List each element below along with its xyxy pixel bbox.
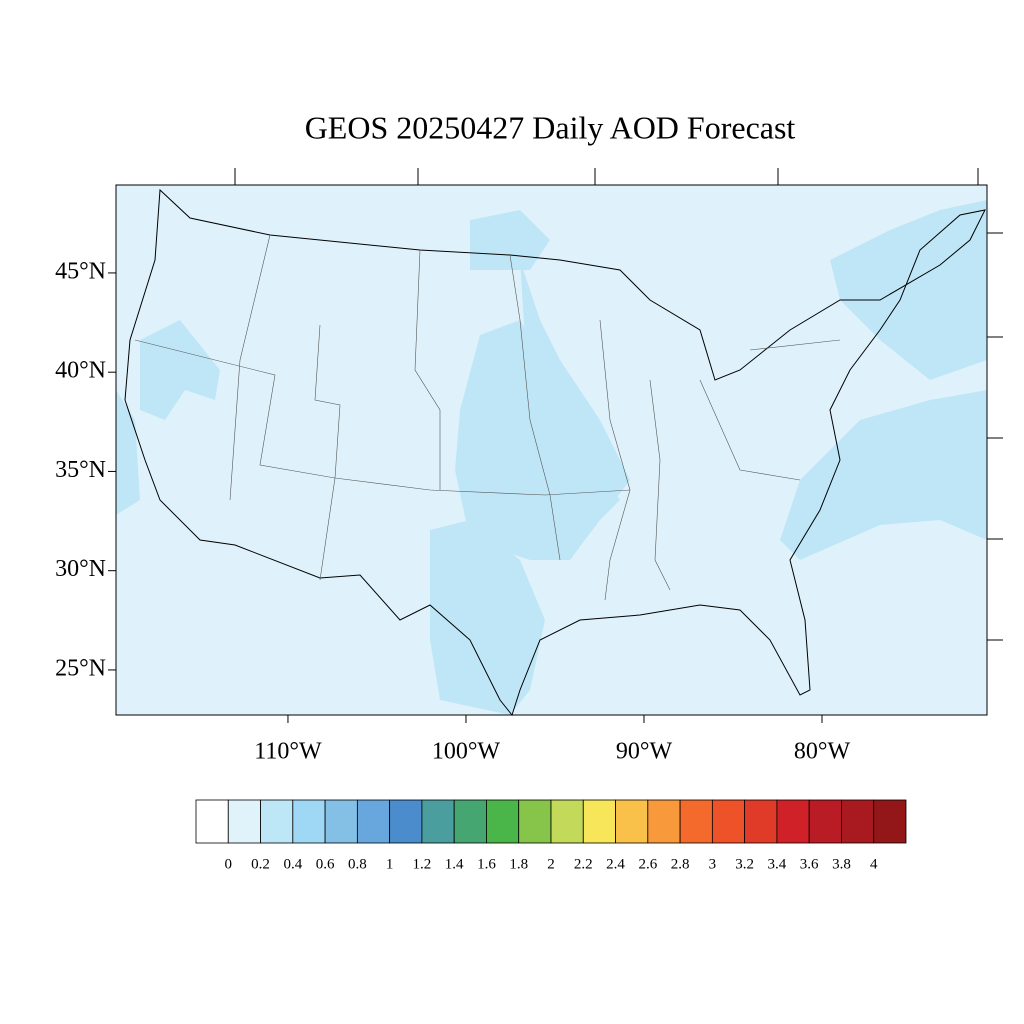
lon-tick-label: 80°W xyxy=(794,739,851,765)
colorbar-box xyxy=(550,799,584,844)
coastline xyxy=(124,188,986,717)
colorbar-label: 4 xyxy=(870,856,878,872)
colorbar-box xyxy=(486,799,520,844)
colorbar-box xyxy=(292,799,326,844)
lat-tick-label: 30°N xyxy=(55,556,106,582)
colorbar-label: 0.6 xyxy=(316,856,335,872)
colorbar-label: 1 xyxy=(386,856,394,872)
lat-tick-label: 35°N xyxy=(55,457,106,483)
colorbar-label: 3.4 xyxy=(768,856,787,872)
colorbar-label: 1.8 xyxy=(509,856,528,872)
colorbar-box xyxy=(227,799,261,844)
colorbar-box xyxy=(260,799,294,844)
colorbar-box xyxy=(776,799,810,844)
lat-tick-label: 25°N xyxy=(55,655,106,681)
lat-tick-label: 45°N xyxy=(55,258,106,284)
colorbar-label: 3.2 xyxy=(735,856,754,872)
colorbar-box xyxy=(744,799,778,844)
frame-ticks xyxy=(234,168,1003,641)
colorbar-box xyxy=(356,799,391,844)
map-panel xyxy=(115,168,1003,717)
map-title: GEOS 20250427 Daily AOD Forecast xyxy=(305,109,796,145)
colorbar-box xyxy=(679,799,713,844)
colorbar-label: 2.4 xyxy=(606,856,625,872)
colorbar-label: 1.6 xyxy=(477,856,496,872)
colorbar-box xyxy=(873,799,907,844)
colorbar-label: 3.8 xyxy=(832,856,851,872)
lon-tick-label: 90°W xyxy=(616,739,673,765)
map-frame xyxy=(115,184,988,716)
colorbar-label: 2.6 xyxy=(638,856,657,872)
colorbar-box xyxy=(841,799,875,844)
colorbar-label: 0.8 xyxy=(348,856,367,872)
colorbar-label: 2.2 xyxy=(574,856,593,872)
colorbar-box xyxy=(389,799,423,844)
lat-tick-label: 40°N xyxy=(55,358,106,384)
aod-shading xyxy=(116,200,987,715)
lon-tick-label: 110°W xyxy=(254,739,322,765)
colorbar-box xyxy=(518,799,552,844)
colorbar-box xyxy=(421,799,455,844)
colorbar-box xyxy=(615,799,649,844)
lon-tick-label: 100°W xyxy=(432,739,501,765)
colorbar-box xyxy=(582,799,616,844)
state-borders xyxy=(134,234,841,601)
colorbar-label: 0.2 xyxy=(251,856,270,872)
colorbar-label: 0 xyxy=(225,856,233,872)
colorbar-box xyxy=(453,799,487,844)
colorbar-label: 3 xyxy=(709,856,717,872)
colorbar-box xyxy=(808,799,842,844)
colorbar-label: 2.8 xyxy=(671,856,690,872)
colorbar-box xyxy=(711,799,746,844)
colorbar-label: 2 xyxy=(547,856,555,872)
colorbar-label: 1.2 xyxy=(413,856,432,872)
colorbar-box xyxy=(195,799,229,844)
colorbar-box xyxy=(324,799,358,844)
colorbar-label: 0.4 xyxy=(283,856,302,872)
colorbar-label: 1.4 xyxy=(445,856,464,872)
colorbar-label: 3.6 xyxy=(800,856,819,872)
colorbar-box xyxy=(647,799,681,844)
